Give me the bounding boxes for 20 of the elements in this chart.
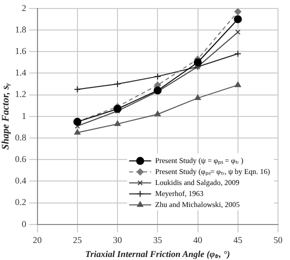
x-axis-title: Triaxial Internal Friction Angle (φₜᵣ, °): [85, 248, 230, 259]
x-tick-label: 20: [32, 235, 42, 246]
x-tick-label: 30: [113, 235, 122, 246]
y-tick-label: 2: [22, 2, 26, 13]
y-axis-title: Shape Factor, sᵧ: [0, 82, 12, 150]
y-tick-label: 1: [22, 110, 26, 121]
x-tick-label: 50: [274, 235, 283, 246]
y-tick-label: 1.4: [15, 68, 27, 78]
y-tick-label: 0.6: [15, 154, 27, 164]
x-tick-label: 45: [233, 235, 243, 246]
y-tick-label: 0.4: [15, 176, 27, 186]
x-tick-label: 25: [72, 235, 82, 246]
x-tick-label: 40: [193, 235, 203, 246]
x-tick-label: 35: [153, 235, 163, 246]
y-tick-label: 0.2: [15, 197, 26, 208]
y-tick-label: 1.8: [15, 24, 27, 34]
y-tick-label: 1.2: [15, 89, 26, 100]
y-tick-label: 1.6: [15, 46, 27, 56]
y-tick-label: 0: [22, 218, 27, 229]
y-tick-label: 0.8: [15, 132, 27, 142]
